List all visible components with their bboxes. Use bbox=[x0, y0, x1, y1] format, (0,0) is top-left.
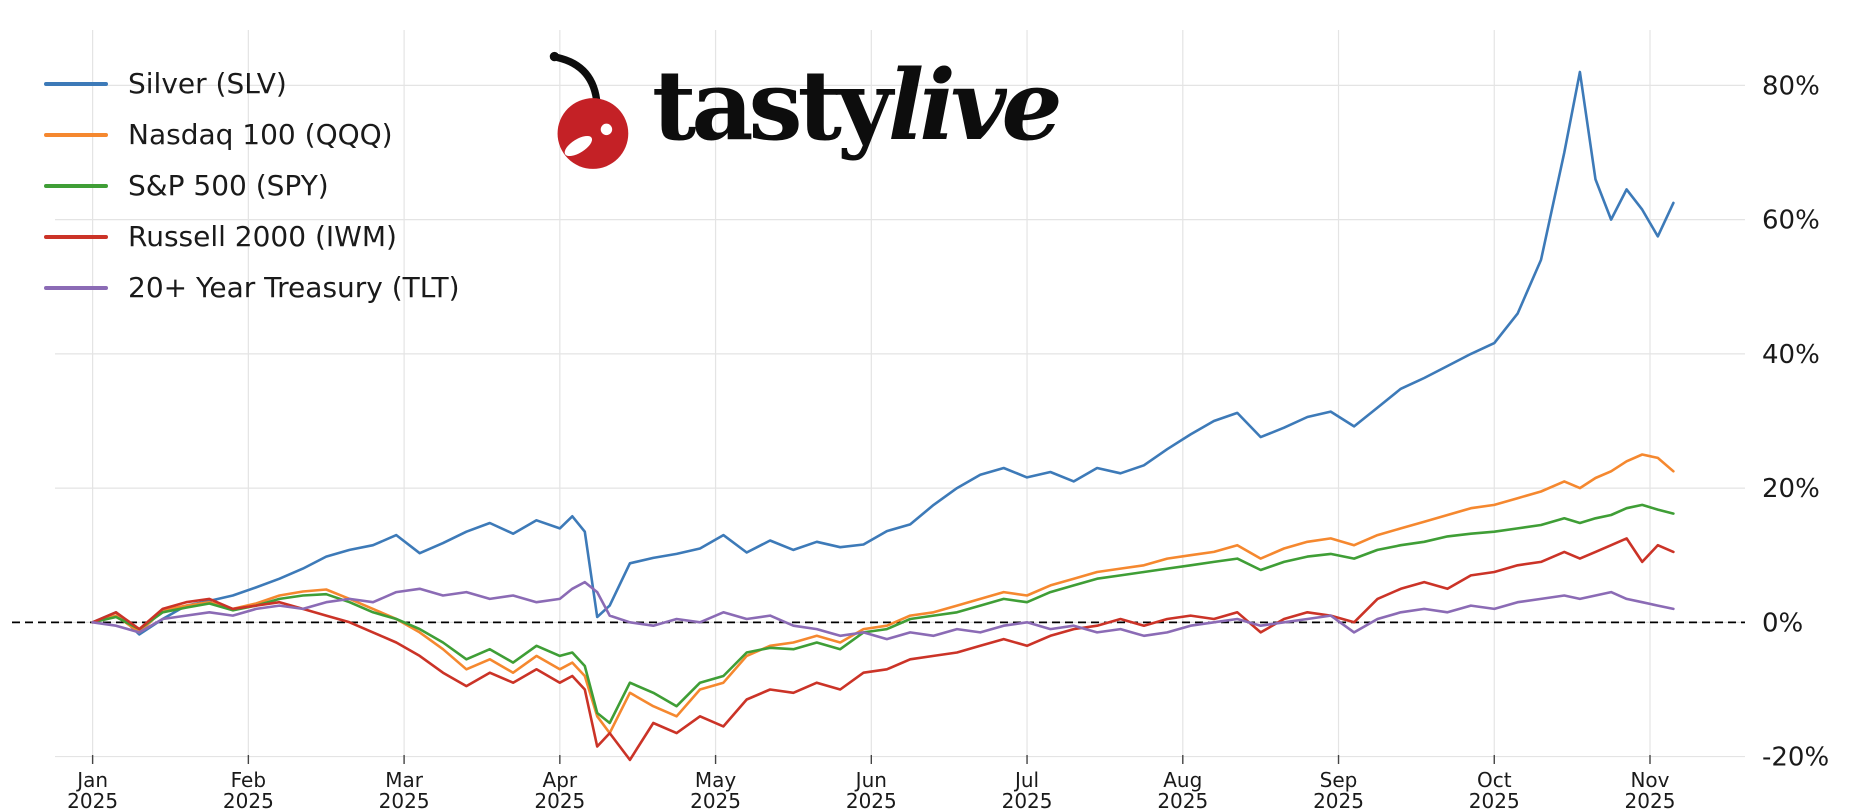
tastylive-logo: tastylive bbox=[542, 42, 1063, 172]
y-tick-label-60: 60% bbox=[1762, 206, 1820, 236]
logo-text-tasty: tasty bbox=[652, 49, 893, 162]
cherry-highlight-dot bbox=[600, 123, 613, 136]
x-tick-month-jun: Jun bbox=[854, 768, 887, 792]
vertical-gridlines bbox=[91, 30, 1651, 764]
legend-line-swatch bbox=[44, 81, 108, 86]
x-tick-year-may: 2025 bbox=[690, 789, 741, 812]
legend-item-nasdaq-100-qqq: Nasdaq 100 (QQQ) bbox=[44, 109, 460, 160]
x-tick-month-feb: Feb bbox=[231, 768, 266, 792]
logo-text-live: live bbox=[887, 49, 1063, 162]
x-axis-labels: Jan2025Feb2025Mar2025Apr2025May2025Jun20… bbox=[67, 768, 1675, 812]
y-tick-label--20: -20% bbox=[1762, 743, 1829, 773]
legend-label: S&P 500 (SPY) bbox=[128, 169, 329, 202]
legend-label: Nasdaq 100 (QQQ) bbox=[128, 118, 393, 151]
logo-wordmark: tastylive bbox=[652, 58, 1063, 154]
x-tick-month-may: May bbox=[695, 768, 737, 792]
legend-label: Silver (SLV) bbox=[128, 67, 287, 100]
y-tick-label-20: 20% bbox=[1762, 474, 1820, 504]
x-tick-year-jul: 2025 bbox=[1002, 789, 1053, 812]
x-tick-month-jul: Jul bbox=[1013, 768, 1039, 792]
y-tick-label-40: 40% bbox=[1762, 340, 1820, 370]
y-axis-labels: 80% 60% 40% 20% 0% -20% bbox=[1762, 71, 1829, 772]
legend-item-silver-slv: Silver (SLV) bbox=[44, 58, 460, 109]
x-tick-year-apr: 2025 bbox=[534, 789, 585, 812]
legend-line-swatch bbox=[44, 285, 108, 290]
x-tick-year-oct: 2025 bbox=[1469, 789, 1520, 812]
y-tick-label-80: 80% bbox=[1762, 71, 1820, 101]
legend-line-swatch bbox=[44, 183, 108, 188]
line-russell-2000-iwm bbox=[91, 537, 1675, 762]
x-tick-year-sep: 2025 bbox=[1313, 789, 1364, 812]
cherry-stem-tip bbox=[549, 51, 560, 62]
legend-item-russell-2000-iwm: Russell 2000 (IWM) bbox=[44, 211, 460, 262]
line-20-year-treasury-tlt bbox=[91, 580, 1675, 641]
line-silver-slv bbox=[91, 70, 1675, 636]
x-tick-month-jan: Jan bbox=[75, 768, 108, 792]
legend-label: Russell 2000 (IWM) bbox=[128, 220, 397, 253]
legend-line-swatch bbox=[44, 132, 108, 137]
line-nasdaq-100-qqq bbox=[91, 453, 1675, 735]
x-tick-year-mar: 2025 bbox=[379, 789, 430, 812]
cherry-highlight-crescent bbox=[564, 135, 593, 157]
y-tick-label-0: 0% bbox=[1762, 608, 1803, 638]
legend-line-swatch bbox=[44, 234, 108, 239]
x-tick-month-nov: Nov bbox=[1630, 768, 1669, 792]
x-tick-year-feb: 2025 bbox=[223, 789, 274, 812]
x-tick-month-oct: Oct bbox=[1477, 768, 1512, 792]
series-lines bbox=[91, 70, 1675, 762]
x-tick-month-apr: Apr bbox=[543, 768, 578, 792]
x-tick-year-aug: 2025 bbox=[1157, 789, 1208, 812]
x-tick-year-jan: 2025 bbox=[67, 789, 118, 812]
x-tick-month-sep: Sep bbox=[1320, 768, 1358, 792]
x-tick-month-mar: Mar bbox=[385, 768, 424, 792]
legend-item-20-year-treasury-tlt: 20+ Year Treasury (TLT) bbox=[44, 262, 460, 313]
line-s-p-500-spy bbox=[91, 503, 1675, 725]
cherry-icon bbox=[549, 51, 629, 169]
x-tick-year-jun: 2025 bbox=[846, 789, 897, 812]
x-tick-month-aug: Aug bbox=[1163, 768, 1202, 792]
legend-label: 20+ Year Treasury (TLT) bbox=[128, 271, 460, 304]
legend-item-s-p-500-spy: S&P 500 (SPY) bbox=[44, 160, 460, 211]
x-tick-year-nov: 2025 bbox=[1625, 789, 1676, 812]
cherry-body bbox=[557, 98, 629, 169]
cherry-stem bbox=[553, 53, 601, 109]
chart-legend: Silver (SLV) Nasdaq 100 (QQQ) S&P 500 (SPY… bbox=[44, 58, 460, 313]
